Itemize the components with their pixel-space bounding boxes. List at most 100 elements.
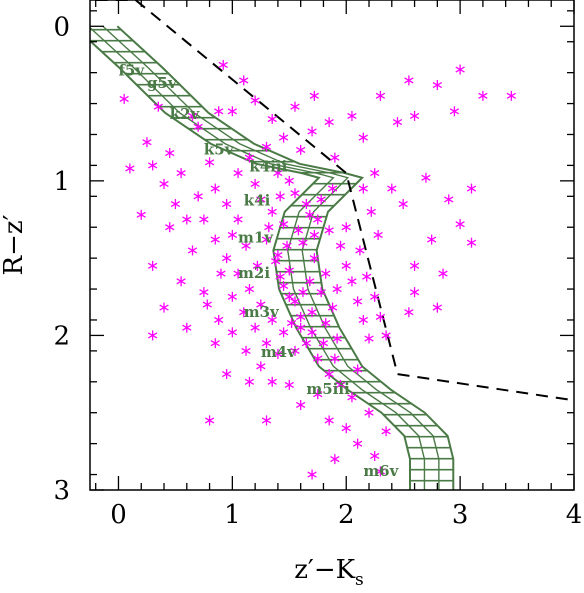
star-point bbox=[239, 75, 249, 86]
star-point bbox=[261, 338, 272, 349]
band-inner-curve bbox=[102, 25, 440, 490]
star-point bbox=[199, 287, 209, 298]
star-point bbox=[370, 291, 380, 302]
star-point bbox=[222, 253, 232, 264]
star-point bbox=[244, 152, 255, 163]
spectral-type-label: m1v bbox=[238, 229, 274, 247]
star-point bbox=[366, 206, 376, 217]
star-point bbox=[204, 157, 215, 168]
star-point bbox=[364, 333, 374, 344]
star-point bbox=[298, 237, 308, 248]
star-point bbox=[278, 280, 289, 291]
star-point bbox=[250, 178, 260, 189]
star-point bbox=[296, 322, 306, 333]
star-point bbox=[286, 318, 297, 329]
star-point bbox=[305, 276, 315, 287]
star-point bbox=[264, 222, 274, 233]
x-axis-label-main: z′−K bbox=[294, 555, 355, 585]
spectral-type-label: m5iii bbox=[306, 380, 350, 398]
star-point bbox=[330, 353, 340, 364]
star-point bbox=[358, 314, 368, 325]
x-tick-label: 1 bbox=[224, 500, 241, 530]
star-point bbox=[261, 141, 272, 152]
star-point bbox=[165, 222, 175, 233]
star-point bbox=[159, 302, 169, 313]
star-point bbox=[313, 214, 323, 225]
star-point bbox=[278, 327, 289, 338]
star-point bbox=[125, 163, 135, 174]
star-point bbox=[296, 311, 306, 322]
star-point bbox=[278, 219, 289, 230]
star-point bbox=[330, 152, 340, 163]
plot-frame bbox=[89, 0, 575, 491]
star-point bbox=[273, 168, 283, 179]
x-tick-label: 0 bbox=[110, 500, 127, 530]
star-point bbox=[256, 361, 266, 372]
spectral-type-label: g5v bbox=[147, 74, 178, 92]
star-point bbox=[252, 260, 263, 271]
star-point bbox=[341, 423, 351, 434]
star-point bbox=[244, 284, 255, 295]
star-point bbox=[398, 199, 408, 210]
star-point bbox=[202, 299, 212, 310]
star-point bbox=[409, 287, 420, 298]
star-point bbox=[227, 327, 238, 338]
star-point bbox=[210, 183, 220, 194]
star-point bbox=[426, 234, 437, 245]
star-point bbox=[136, 209, 146, 220]
star-point bbox=[159, 178, 169, 189]
star-point bbox=[147, 330, 158, 341]
star-point bbox=[290, 345, 300, 356]
star-point bbox=[370, 168, 380, 179]
color-locus-band bbox=[90, 25, 455, 490]
star-point bbox=[506, 90, 517, 101]
star-point bbox=[267, 114, 277, 125]
star-point bbox=[284, 291, 294, 302]
star-point bbox=[153, 101, 163, 112]
axis-ticks bbox=[90, 0, 575, 491]
band-inner-curve bbox=[90, 26, 426, 490]
star-point bbox=[284, 175, 294, 186]
star-point bbox=[204, 415, 215, 426]
spectral-type-label: m4v bbox=[261, 343, 297, 361]
star-point bbox=[216, 268, 226, 279]
star-point bbox=[241, 345, 251, 356]
star-point bbox=[375, 311, 386, 322]
star-point bbox=[193, 191, 203, 202]
star-point bbox=[301, 338, 312, 349]
star-point bbox=[278, 132, 289, 143]
star-point bbox=[392, 117, 403, 128]
star-point bbox=[316, 194, 326, 205]
star-point bbox=[455, 219, 465, 230]
x-tick-label: 4 bbox=[566, 500, 583, 530]
star-point bbox=[199, 214, 209, 225]
star-point bbox=[305, 209, 315, 220]
star-point bbox=[352, 364, 363, 375]
star-point bbox=[250, 322, 260, 333]
star-point bbox=[214, 106, 224, 117]
star-points bbox=[119, 59, 517, 480]
star-point bbox=[290, 188, 300, 199]
star-point bbox=[233, 168, 243, 179]
star-point bbox=[261, 234, 272, 245]
star-point bbox=[318, 338, 329, 349]
star-point bbox=[256, 194, 266, 205]
spectral-type-label: k4iii bbox=[249, 158, 287, 176]
star-point bbox=[444, 194, 454, 205]
spectral-type-label: k4i bbox=[244, 192, 271, 210]
star-point bbox=[182, 214, 192, 225]
star-point bbox=[218, 59, 228, 70]
star-point bbox=[404, 75, 414, 86]
star-point bbox=[316, 287, 326, 298]
star-point bbox=[364, 407, 374, 418]
star-point bbox=[327, 183, 338, 194]
star-point bbox=[313, 353, 323, 364]
star-point bbox=[309, 90, 320, 101]
star-point bbox=[284, 265, 294, 276]
star-point bbox=[119, 93, 129, 104]
star-point bbox=[290, 101, 300, 112]
star-point bbox=[347, 110, 357, 121]
star-point bbox=[182, 322, 192, 333]
star-point bbox=[233, 214, 243, 225]
